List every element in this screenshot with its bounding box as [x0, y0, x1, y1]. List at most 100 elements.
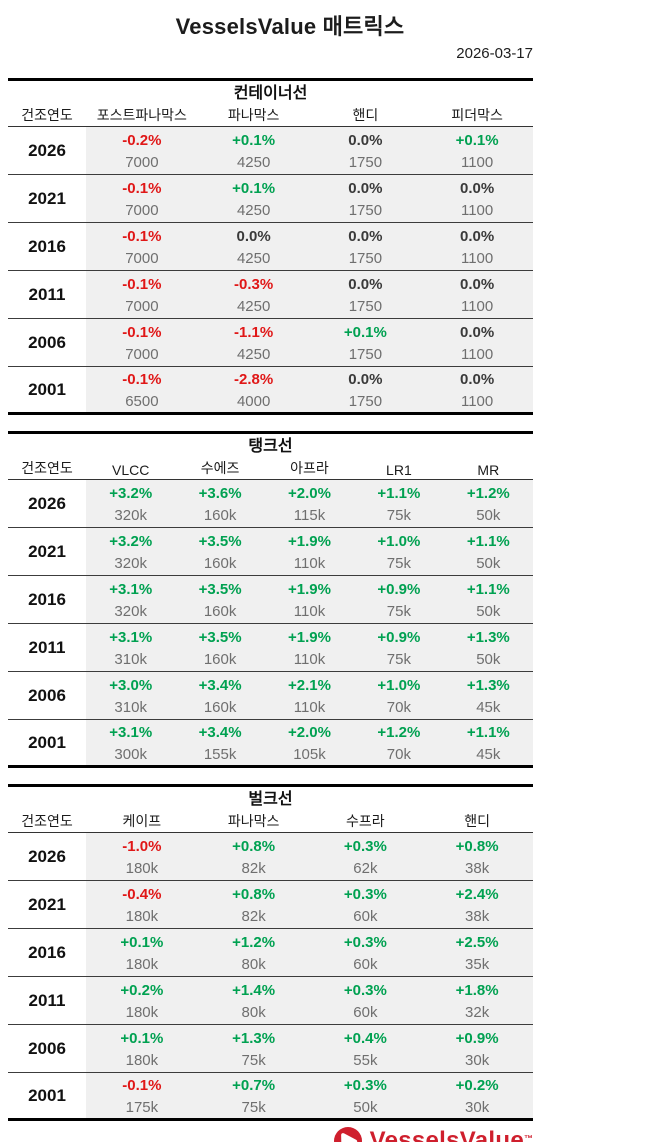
- absolute-value: 1100: [460, 297, 494, 315]
- value-cell: +0.7% 75k: [197, 1073, 310, 1118]
- value-cell: +0.8% 82k: [197, 881, 310, 928]
- absolute-value: 60k: [353, 955, 378, 973]
- value-cell: +3.2% 320k: [86, 528, 176, 575]
- percent-change: -0.2%: [122, 131, 162, 149]
- value-cell: +3.6% 160k: [175, 480, 265, 527]
- percent-change: +0.1%: [232, 131, 276, 149]
- absolute-value: 50k: [476, 602, 501, 620]
- absolute-value: 1750: [348, 249, 383, 267]
- percent-change: 0.0%: [348, 370, 383, 388]
- percent-change: -0.1%: [122, 227, 162, 245]
- absolute-value: 4250: [236, 249, 271, 267]
- percent-change: 0.0%: [348, 275, 383, 293]
- value-cell: +1.0% 70k: [354, 672, 444, 719]
- column-header: LR1: [386, 462, 412, 478]
- absolute-value: 82k: [241, 859, 266, 877]
- year-cell: 2006: [8, 319, 86, 366]
- absolute-value: 6500: [125, 392, 159, 410]
- value-cell: +3.5% 160k: [175, 576, 265, 623]
- absolute-value: 7000: [125, 153, 159, 171]
- percent-change: 0.0%: [348, 131, 383, 149]
- absolute-value: 115k: [293, 506, 326, 524]
- absolute-value: 75k: [386, 506, 411, 524]
- column-header: 수프라: [346, 813, 385, 829]
- percent-change: -0.3%: [234, 275, 274, 293]
- report-date: 2026-03-17: [456, 45, 533, 62]
- percent-change: -0.1%: [122, 323, 162, 341]
- percent-change: +3.5%: [198, 532, 242, 550]
- absolute-value: 160k: [203, 602, 237, 620]
- value-cell: +2.4% 38k: [421, 881, 533, 928]
- percent-change: +0.3%: [343, 885, 387, 903]
- value-cell: 0.0% 1100: [421, 319, 533, 366]
- value-cell: +3.5% 160k: [175, 528, 265, 575]
- value-cell: 0.0% 1750: [309, 127, 422, 174]
- absolute-value: 1750: [348, 201, 383, 219]
- percent-change: 0.0%: [460, 370, 495, 388]
- percent-change: +0.1%: [455, 131, 499, 149]
- absolute-value: 50k: [476, 650, 501, 668]
- absolute-value: 320k: [114, 554, 147, 572]
- percent-change: +2.0%: [288, 484, 331, 502]
- absolute-value: 1100: [460, 249, 494, 267]
- percent-change: +0.4%: [343, 1029, 387, 1047]
- value-cell: -0.2% 7000: [86, 127, 198, 174]
- column-header: 피더막스: [451, 107, 503, 123]
- absolute-value: 60k: [353, 1003, 378, 1021]
- value-cell: 0.0% 1100: [421, 367, 533, 412]
- percent-change: +0.9%: [377, 580, 421, 598]
- value-cell: +1.1% 50k: [443, 528, 533, 575]
- percent-change: +1.9%: [288, 628, 331, 646]
- report-header: VesselsValue 매트릭스: [0, 0, 580, 41]
- percent-change: +0.3%: [343, 981, 387, 999]
- absolute-value: 50k: [353, 1098, 378, 1116]
- table-row: 2021 -0.4% 180k +0.8% 82k +0.3% 60k +2.4% 38k: [8, 881, 533, 929]
- absolute-value: 180k: [125, 907, 159, 925]
- value-cell: 0.0% 1750: [309, 367, 422, 412]
- absolute-value: 75k: [386, 650, 411, 668]
- column-header: 아프라: [290, 460, 329, 476]
- absolute-value: 82k: [241, 907, 266, 925]
- absolute-value: 45k: [476, 745, 501, 763]
- column-header-row: 건조연도 케이프 파나막스 수프라 핸디: [8, 811, 533, 833]
- value-cell: +3.2% 320k: [86, 480, 176, 527]
- value-cell: +0.3% 60k: [309, 929, 422, 976]
- year-cell: 2026: [8, 127, 86, 174]
- percent-change: +0.1%: [120, 933, 164, 951]
- value-cell: -0.3% 4250: [197, 271, 310, 318]
- absolute-value: 1750: [348, 345, 383, 363]
- percent-change: +0.3%: [343, 837, 387, 855]
- column-header: 포스트파나막스: [96, 107, 187, 123]
- brand-wordmark: VesselsValue™: [370, 1127, 533, 1142]
- percent-change: +0.2%: [455, 1076, 499, 1094]
- absolute-value: 4250: [236, 297, 271, 315]
- percent-change: +1.3%: [466, 628, 510, 646]
- percent-change: +1.1%: [466, 532, 510, 550]
- percent-change: 0.0%: [348, 179, 383, 197]
- absolute-value: 1750: [348, 392, 383, 410]
- year-cell: 2006: [8, 1025, 86, 1072]
- value-cell: +1.1% 75k: [354, 480, 444, 527]
- year-cell: 2011: [8, 624, 86, 671]
- value-cell: +0.1% 4250: [197, 175, 310, 222]
- year-cell: 2001: [8, 1073, 86, 1118]
- percent-change: 0.0%: [236, 227, 271, 245]
- value-cell: -0.1% 7000: [86, 319, 198, 366]
- column-header: 케이프: [122, 813, 162, 829]
- absolute-value: 80k: [241, 1003, 266, 1021]
- year-cell: 2021: [8, 528, 86, 575]
- absolute-value: 70k: [386, 698, 411, 716]
- percent-change: -0.4%: [122, 885, 162, 903]
- value-cell: 0.0% 1100: [421, 271, 533, 318]
- absolute-value: 62k: [353, 859, 378, 877]
- absolute-value: 110k: [293, 602, 326, 620]
- percent-change: +1.3%: [232, 1029, 276, 1047]
- value-cell: +1.9% 110k: [264, 576, 355, 623]
- value-cell: +0.3% 50k: [309, 1073, 422, 1118]
- year-cell: 2021: [8, 175, 86, 222]
- value-cell: +1.2% 70k: [354, 720, 444, 765]
- value-cell: +2.1% 110k: [264, 672, 355, 719]
- section-title: 벌크선: [248, 791, 293, 808]
- value-cell: +0.9% 30k: [421, 1025, 533, 1072]
- percent-change: +1.1%: [377, 484, 421, 502]
